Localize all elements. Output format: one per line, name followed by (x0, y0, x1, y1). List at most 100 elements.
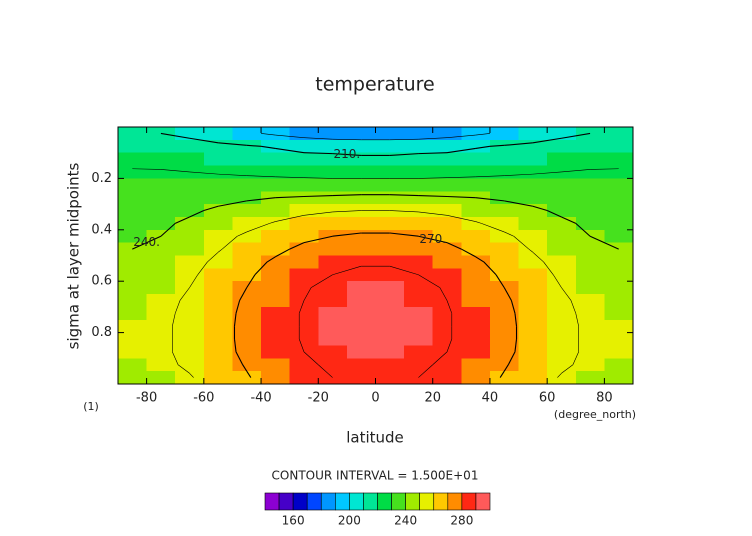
contour-label: 210. (334, 147, 361, 161)
field-cell (489, 216, 520, 231)
field-cell (547, 358, 577, 372)
field-cell (318, 332, 348, 347)
contour-line (246, 223, 270, 233)
contour-line (289, 242, 305, 250)
contour-line (332, 138, 362, 141)
x-tick-label: -40 (250, 391, 271, 406)
contour-line (446, 134, 476, 139)
field-cell (346, 178, 377, 192)
contour-line (513, 235, 529, 250)
contour-line (303, 152, 333, 155)
field-cell (146, 204, 176, 218)
field-cell (404, 216, 434, 231)
contour-line (483, 261, 497, 276)
field-cell (175, 255, 205, 269)
contour-line (489, 144, 505, 147)
contour-line (179, 287, 190, 301)
field-cell (232, 294, 262, 308)
field-cell (518, 358, 548, 372)
field-cell (118, 294, 148, 308)
field-cell (232, 242, 262, 257)
contour-line (261, 133, 276, 136)
field-cell (461, 281, 491, 295)
field-cell (318, 191, 348, 205)
field-cell (375, 268, 405, 282)
field-cell (118, 268, 148, 282)
field-cell (547, 242, 577, 257)
contour-line (332, 232, 362, 237)
field-cell (146, 319, 176, 334)
field-cell (346, 204, 377, 218)
field-cell (489, 371, 520, 385)
field-cell (432, 178, 462, 192)
field-cell (432, 281, 462, 295)
field-cell (489, 268, 520, 282)
field-cell (461, 165, 491, 179)
contour-line (561, 287, 572, 301)
field-cell (432, 255, 462, 269)
field-cell (318, 204, 348, 218)
x-axis-label: latitude (346, 429, 404, 447)
field-cell (118, 255, 148, 269)
field-cell (375, 127, 405, 141)
field-cell (346, 165, 377, 179)
field-cell (461, 319, 491, 334)
contour-line (528, 248, 534, 253)
field-cell (203, 204, 234, 218)
contour-line (475, 133, 490, 136)
field-cell (175, 191, 205, 205)
x-tick-label: -20 (308, 391, 329, 406)
field-cell (346, 371, 377, 385)
field-cell (146, 255, 176, 269)
field-cell (432, 139, 462, 154)
field-cell (232, 358, 262, 372)
field-cell (146, 139, 176, 154)
field-cell (604, 371, 634, 385)
contour-line (446, 300, 453, 314)
field-cell (146, 306, 176, 321)
contour-line (303, 235, 333, 244)
field-cell (175, 371, 205, 385)
field-cell (175, 204, 205, 218)
field-cell (432, 229, 462, 244)
contour-line (172, 313, 176, 327)
field-cell (346, 358, 377, 372)
contour-line (514, 338, 518, 352)
field-cell (318, 139, 348, 154)
field-cell (346, 281, 377, 295)
contour-line (418, 177, 448, 179)
field-cell (289, 281, 319, 295)
colorbar-box (335, 492, 350, 511)
field-cell (547, 332, 577, 347)
field-cell (118, 281, 148, 295)
field-cell (346, 139, 377, 154)
field-cell (175, 242, 205, 257)
field-cell (203, 371, 234, 385)
field-cell (175, 358, 205, 372)
x-tick-label: 40 (482, 391, 499, 406)
field-cell (318, 294, 348, 308)
contour-line (389, 194, 419, 197)
contour-line (310, 274, 333, 288)
field-cell (489, 204, 520, 218)
field-cell (289, 371, 319, 385)
field-cell (404, 371, 434, 385)
field-cell (203, 294, 234, 308)
field-cell (232, 255, 262, 269)
contour-line (172, 351, 179, 365)
field-cell (232, 216, 262, 231)
contour-line (160, 169, 190, 173)
contour-line (254, 261, 268, 276)
field-cell (346, 332, 377, 347)
field-cell (346, 345, 377, 359)
field-cell (518, 139, 548, 154)
contour-line (242, 364, 248, 372)
field-cell (518, 294, 548, 308)
contour-line (499, 370, 505, 378)
field-cell (575, 332, 605, 347)
field-cell (203, 216, 234, 231)
field-cell (318, 242, 348, 257)
contour-line (418, 152, 448, 155)
